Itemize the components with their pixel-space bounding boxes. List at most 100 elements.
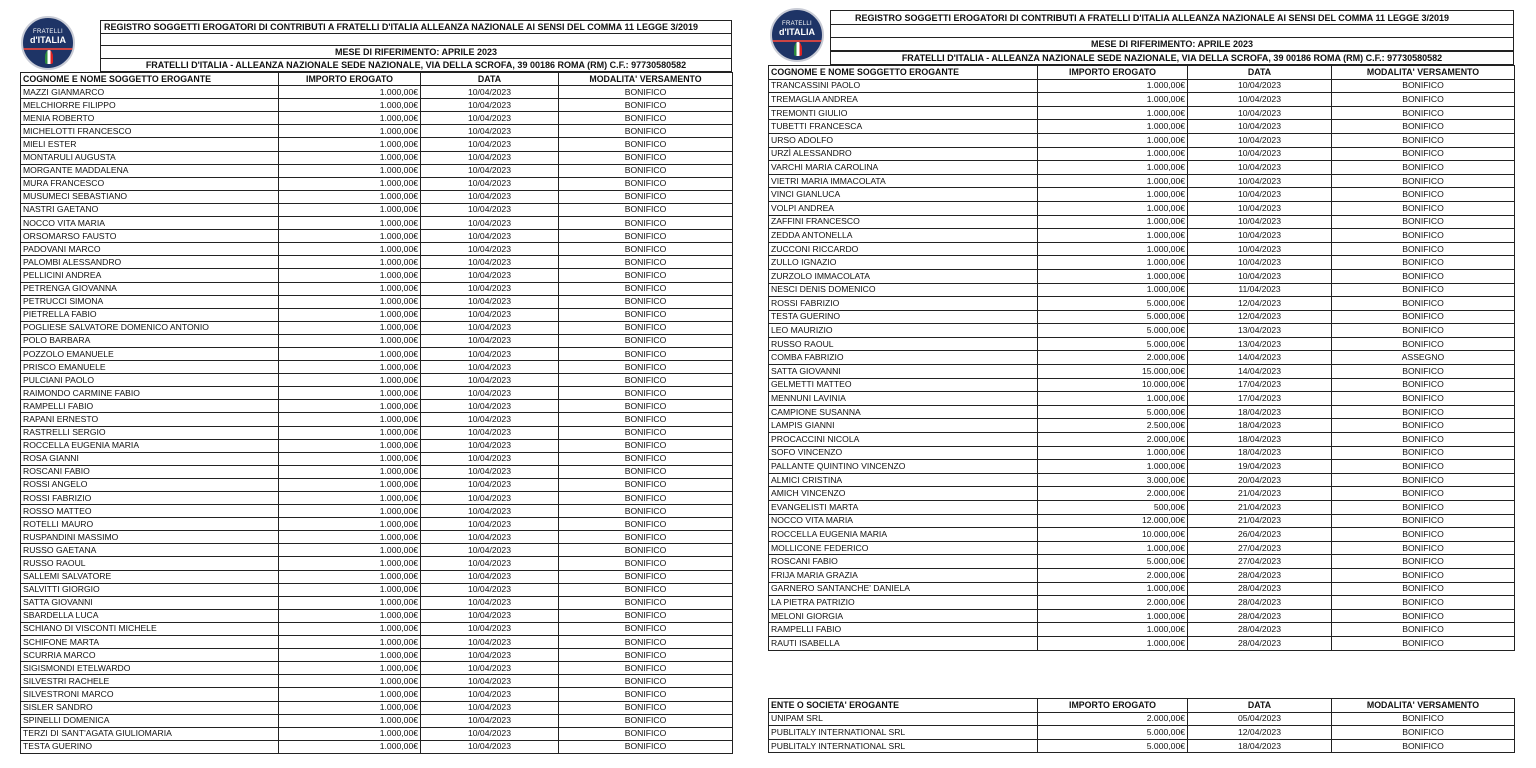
payment-method: BONIFICO [1331, 78, 1515, 94]
payment-method: BONIFICO [558, 635, 733, 650]
date: 10/04/2023 [420, 346, 559, 362]
donor-name: TRANCASSINI PAOLO [768, 78, 1038, 94]
payment-method: BONIFICO [558, 490, 733, 506]
table-row: EVANGELISTI MARTA 500,00€ 21/04/2023 BONIFI… [768, 500, 1515, 515]
table-row: ROSSI ANGELO 1.000,00€ 10/04/2023 BONIFICO [20, 477, 733, 493]
payment-method: BONIFICO [558, 687, 733, 702]
amount: 1.000,00€ [278, 242, 421, 257]
donor-name: PRISCO EMANUELE [20, 360, 279, 375]
amount: 1.000,00€ [1037, 146, 1188, 162]
amount: 1.000,00€ [1037, 228, 1188, 243]
donor-name: SILVESTRONI MARCO [20, 687, 279, 702]
date: 10/04/2023 [1187, 146, 1332, 162]
amount: 1.000,00€ [278, 543, 421, 558]
donor-name: PROCACCINI NICOLA [768, 432, 1038, 447]
date: 10/04/2023 [1187, 92, 1332, 107]
amount: 1.000,00€ [278, 229, 421, 244]
date: 10/04/2023 [420, 635, 559, 650]
donor-name: SOFO VINCENZO [768, 445, 1038, 461]
companies-table: ENTE O SOCIETA' EROGANTE IMPORTO EROGATO D… [768, 698, 1515, 754]
date: 10/04/2023 [1187, 119, 1332, 134]
payment-method: BONIFICO [1331, 608, 1515, 624]
donor-name: URZÌ ALESSANDRO [768, 146, 1038, 162]
donor-name: PULCIANI PAOLO [20, 373, 279, 388]
header-row: COGNOME E NOME SOGGETTO EROGANTE IMPORTO … [20, 71, 733, 87]
amount: 1.000,00€ [278, 412, 421, 427]
table-row: RAMPELLI FABIO 1.000,00€ 28/04/2023 BONIFIC… [768, 622, 1515, 637]
table-row: UNIPAM SRL 2.000,00€ 05/04/2023 BONIFICO [768, 711, 1515, 727]
payment-method: BONIFICO [558, 163, 733, 178]
payment-method: BONIFICO [558, 399, 733, 414]
amount: 1.000,00€ [1037, 78, 1188, 94]
donor-name: VARCHI MARIA CAROLINA [768, 160, 1038, 175]
headquarters-address: FRATELLI D'ITALIA - ALLEANZA NAZIONALE S… [100, 58, 732, 72]
donor-name: RUSSO RAOUL [20, 556, 279, 571]
payment-method: BONIFICO [558, 137, 733, 152]
amount: 1.000,00€ [278, 268, 421, 283]
donor-name: POZZOLO EMANUELE [20, 346, 279, 362]
date: 10/04/2023 [1187, 132, 1332, 148]
amount: 1.000,00€ [1037, 581, 1188, 597]
payment-method: BONIFICO [558, 176, 733, 191]
date: 10/04/2023 [1187, 187, 1332, 202]
payment-method: BONIFICO [1331, 187, 1515, 202]
table-row: PADOVANI MARCO 1.000,00€ 10/04/2023 BONIFIC… [20, 242, 733, 257]
date: 10/04/2023 [420, 595, 559, 610]
payment-method: BONIFICO [558, 674, 733, 689]
table-row: RAMPELLI FABIO 1.000,00€ 10/04/2023 BONIFIC… [20, 399, 733, 414]
payment-method: BONIFICO [1331, 725, 1515, 740]
amount: 1.000,00€ [278, 425, 421, 440]
amount: 1.000,00€ [1037, 445, 1188, 461]
date: 20/04/2023 [1187, 472, 1332, 488]
payment-method: BONIFICO [1331, 200, 1515, 216]
table-row: NESCI DENIS DOMENICO 1.000,00€ 11/04/2023 B… [768, 282, 1515, 298]
date: 10/04/2023 [420, 582, 559, 597]
date: 10/04/2023 [420, 150, 559, 165]
donor-name: MAZZI GIANMARCO [20, 85, 279, 100]
donor-name: LA PIETRA PATRIZIO [768, 595, 1038, 610]
register-title: REGISTRO SOGGETTI EROGATORI DI CONTRIBUT… [830, 10, 1514, 25]
payment-method: BONIFICO [1331, 296, 1515, 311]
amount: 1.000,00€ [278, 360, 421, 375]
donor-name: SPINELLI DOMENICA [20, 713, 279, 728]
donor-name: NOCCO VITA MARIA [768, 513, 1038, 529]
table-row: SALVITTI GIORGIO 1.000,00€ 10/04/2023 BONIF… [20, 582, 733, 597]
amount: 1.000,00€ [278, 530, 421, 545]
amount: 1.000,00€ [278, 281, 421, 296]
flame-icon [45, 50, 53, 64]
payment-method: BONIFICO [558, 621, 733, 637]
date: 10/04/2023 [420, 477, 559, 493]
date: 10/04/2023 [1187, 268, 1332, 284]
table-row: SIGISMONDI ETELWARDO 1.000,00€ 10/04/2023 B… [20, 661, 733, 676]
date: 26/04/2023 [1187, 527, 1332, 542]
payment-method: BONIFICO [558, 242, 733, 257]
amount: 1.000,00€ [278, 739, 421, 754]
date: 28/04/2023 [1187, 567, 1332, 583]
donor-name: ROSA GIANNI [20, 451, 279, 466]
donor-name: RUSSO GAETANA [20, 543, 279, 558]
amount: 5.000,00€ [1037, 336, 1188, 352]
donor-name: SALLEMI SALVATORE [20, 569, 279, 584]
table-row: TESTA GUERINO 1.000,00€ 10/04/2023 BONIFICO [20, 739, 733, 754]
date: 14/04/2023 [1187, 350, 1332, 366]
donor-name: PALOMBI ALESSANDRO [20, 255, 279, 270]
payment-method: BONIFICO [1331, 323, 1515, 338]
date: 10/04/2023 [420, 556, 559, 571]
payment-method: BONIFICO [558, 281, 733, 296]
donor-name: MOLLICONE FEDERICO [768, 540, 1038, 556]
header-row: ENTE O SOCIETA' EROGANTE IMPORTO EROGATO D… [768, 698, 1515, 713]
donor-name: SCURRIA MARCO [20, 648, 279, 663]
payment-method: BONIFICO [1331, 738, 1515, 754]
donor-name: TESTA GUERINO [768, 309, 1038, 325]
amount: 1.000,00€ [1037, 268, 1188, 284]
amount: 1.000,00€ [278, 111, 421, 126]
donor-name: PIETRELLA FABIO [20, 307, 279, 322]
flame-icon [794, 42, 802, 56]
payment-method: BONIFICO [558, 464, 733, 479]
payment-method: BONIFICO [1331, 622, 1515, 637]
date: 21/04/2023 [1187, 500, 1332, 515]
amount: 1.000,00€ [278, 635, 421, 650]
donor-name: UNIPAM SRL [768, 711, 1038, 727]
donor-name: ROSSI FABRIZIO [20, 490, 279, 506]
table-row: MELONI GIORGIA 1.000,00€ 28/04/2023 BONIFIC… [768, 608, 1515, 624]
